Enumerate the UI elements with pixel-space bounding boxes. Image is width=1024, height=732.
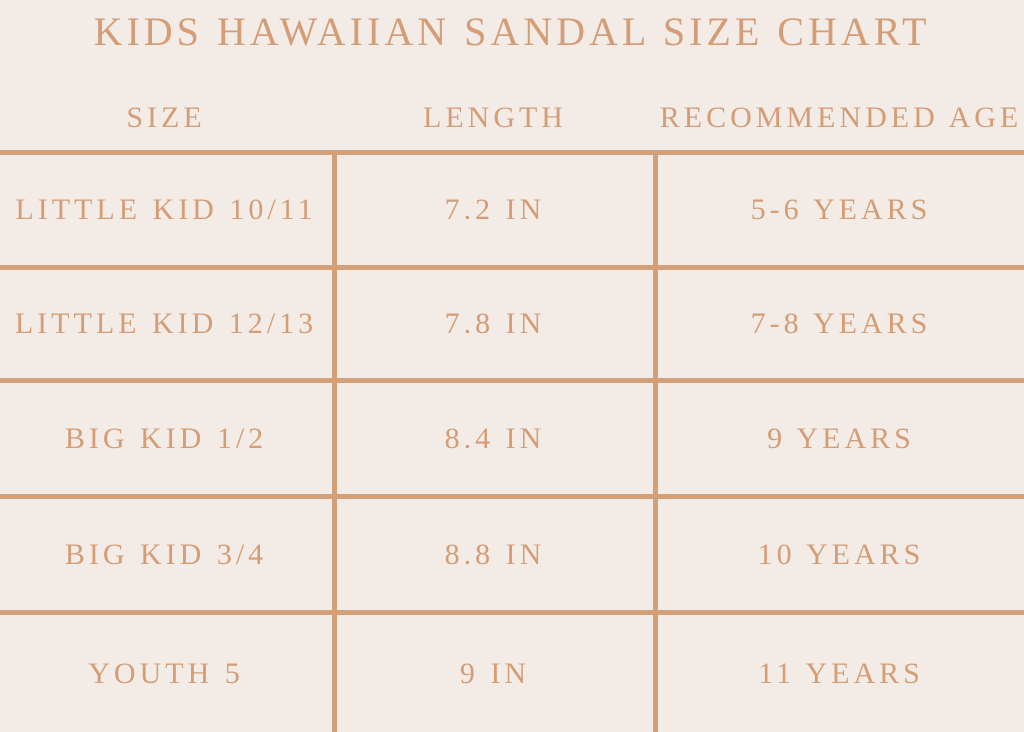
size-cell: LITTLE KID 10/11	[0, 155, 332, 270]
length-cell: 9 IN	[332, 615, 658, 732]
length-cell: 8.8 IN	[332, 499, 658, 615]
age-cell: 10 YEARS	[658, 499, 1024, 615]
column-header-size: SIZE	[126, 101, 206, 134]
page-title: KIDS HAWAIIAN SANDAL SIZE CHART	[93, 9, 931, 54]
size-chart-table: LITTLE KID 10/11 7.2 IN 5-6 YEARS LITTLE…	[0, 155, 1024, 732]
length-cell: 7.8 IN	[332, 270, 658, 383]
age-cell: 7-8 YEARS	[658, 270, 1024, 383]
column-header-recommended-age: RECOMMENDED AGE	[659, 101, 1023, 134]
size-cell: BIG KID 1/2	[0, 383, 332, 499]
size-cell: LITTLE KID 12/13	[0, 270, 332, 383]
size-cell: YOUTH 5	[88, 656, 244, 690]
length-cell: 8.4 IN	[332, 383, 658, 499]
age-cell: 11 YEARS	[758, 656, 924, 690]
size-cell: BIG KID 3/4	[0, 499, 332, 615]
age-cell: 9 YEARS	[658, 383, 1024, 499]
table-header-row: SIZE LENGTH RECOMMENDED AGE	[0, 0, 1024, 155]
column-header-length: LENGTH	[423, 101, 567, 134]
length-cell: 7.2 IN	[332, 155, 658, 270]
age-cell: 5-6 YEARS	[658, 155, 1024, 270]
